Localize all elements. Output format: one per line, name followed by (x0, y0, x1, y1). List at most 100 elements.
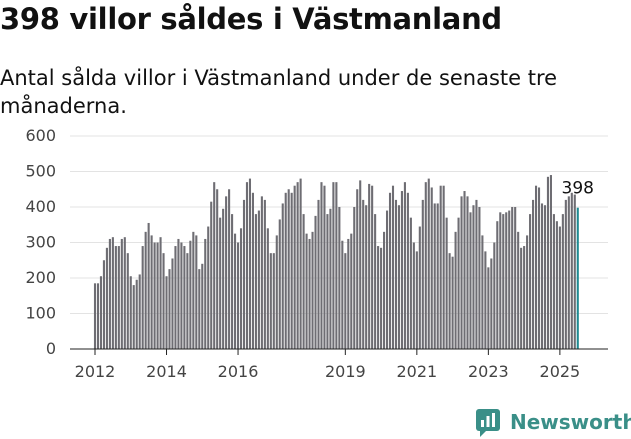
bar (132, 285, 135, 349)
bar (329, 208, 332, 349)
bar (472, 205, 475, 349)
bar (323, 185, 326, 349)
bar (305, 233, 308, 350)
bar (383, 231, 386, 349)
bar (183, 246, 186, 349)
y-tick-label: 600 (25, 126, 56, 145)
bar (207, 226, 210, 349)
bar (114, 246, 117, 349)
bar (463, 191, 466, 349)
bar (469, 212, 472, 349)
bar (555, 221, 558, 349)
bar (189, 240, 192, 349)
bar (517, 231, 520, 349)
bar (278, 219, 281, 349)
brand-name: Newsworthy (510, 410, 631, 434)
axes: 0 100 200 300 400 500 600 2012 2014 2016 2019 2021 2… (25, 126, 608, 381)
bar (356, 189, 359, 349)
x-tick-label: 2019 (325, 362, 366, 381)
bar (359, 180, 362, 350)
bar (251, 192, 254, 349)
bar (314, 215, 317, 350)
bar (454, 231, 457, 349)
bar (275, 235, 278, 349)
bar (326, 214, 329, 349)
bar (526, 235, 529, 349)
bar (120, 238, 123, 349)
y-tick-label: 500 (25, 162, 56, 181)
x-tick-label: 2016 (218, 362, 259, 381)
bar (171, 258, 174, 349)
bar (332, 182, 335, 349)
bar (239, 228, 243, 349)
bar (377, 246, 380, 349)
bar (341, 240, 344, 349)
bar (537, 187, 541, 349)
bar (475, 199, 478, 349)
bar (105, 247, 108, 349)
bar (287, 189, 290, 349)
x-tick-label: 2021 (396, 362, 437, 381)
bar (308, 238, 311, 349)
bar (490, 258, 493, 349)
bar (445, 217, 448, 349)
bar (436, 203, 439, 349)
bar (93, 283, 97, 349)
bar (263, 199, 266, 349)
bar (499, 212, 502, 349)
bar (302, 214, 305, 349)
bar (242, 199, 246, 349)
bar (421, 199, 424, 349)
bar (397, 205, 401, 349)
bar (174, 246, 177, 349)
bar (412, 242, 415, 349)
y-tick-label: 300 (25, 233, 56, 252)
bar (150, 235, 153, 349)
bar (96, 283, 100, 349)
bar (344, 253, 347, 349)
chart-subtitle: Antal sålda villor i Västmanland under d… (0, 66, 558, 118)
bar (564, 199, 567, 349)
bar (523, 246, 526, 349)
bar (156, 242, 159, 349)
bar (335, 182, 338, 349)
y-tick-label: 400 (25, 197, 56, 216)
bar (430, 187, 433, 349)
bar (228, 189, 231, 349)
bar (168, 269, 171, 350)
chart-title: 398 villor såldes i Västmanland (0, 2, 502, 36)
bar (201, 263, 204, 349)
bar (99, 276, 103, 349)
bar (117, 246, 120, 349)
bar (520, 247, 523, 349)
bar (380, 247, 383, 349)
bar (198, 269, 201, 350)
bar (529, 214, 532, 349)
bar (457, 217, 460, 349)
bar (558, 226, 561, 349)
bar (219, 217, 222, 349)
bars (93, 175, 579, 350)
bar (502, 214, 505, 349)
bar (540, 203, 544, 349)
y-tick-label: 0 (46, 339, 56, 358)
bar (573, 194, 576, 349)
bar (144, 231, 147, 349)
bar (153, 242, 156, 349)
bar (296, 182, 299, 349)
bar (460, 196, 463, 349)
bar (111, 237, 114, 349)
bar (424, 182, 427, 349)
bar (317, 199, 320, 349)
bar (138, 274, 141, 349)
bar (204, 238, 207, 349)
bar (400, 191, 403, 349)
bar (123, 237, 126, 349)
bar (162, 253, 165, 349)
bar (272, 253, 275, 349)
bar (487, 267, 490, 349)
bar (442, 185, 445, 349)
bar (403, 182, 406, 349)
bar (210, 201, 213, 349)
bar (192, 231, 195, 349)
